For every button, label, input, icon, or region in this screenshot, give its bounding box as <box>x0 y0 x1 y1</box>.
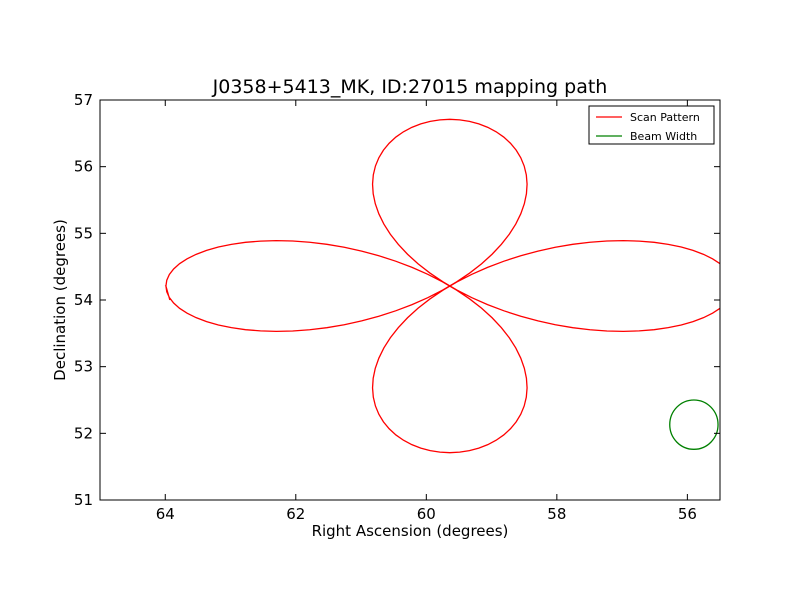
x-axis-label: Right Ascension (degrees) <box>312 522 509 540</box>
legend-label-beam-width: Beam Width <box>630 130 697 143</box>
x-tick-label: 56 <box>678 505 697 523</box>
x-tick-label: 58 <box>547 505 566 523</box>
y-tick-label: 57 <box>74 91 93 109</box>
chart-title: J0358+5413_MK, ID:27015 mapping path <box>212 76 608 98</box>
y-tick-label: 53 <box>74 358 93 376</box>
y-tick-label: 52 <box>74 424 93 442</box>
series-scan-pattern <box>164 118 720 454</box>
legend: Scan Pattern Beam Width <box>588 105 715 145</box>
plot-area <box>164 118 720 454</box>
x-tick-label: 64 <box>156 505 175 523</box>
legend-label-scan-pattern: Scan Pattern <box>630 111 700 124</box>
y-tick-label: 56 <box>74 158 93 176</box>
y-axis-label: Declination (degrees) <box>51 219 69 381</box>
x-tick-label: 62 <box>286 505 305 523</box>
y-tick-label: 51 <box>74 491 93 509</box>
y-tick-label: 55 <box>74 224 93 242</box>
legend-box <box>588 105 715 145</box>
axis-ticks: 64 62 60 58 56 51 52 53 54 55 56 57 <box>74 91 720 523</box>
x-tick-label: 60 <box>417 505 436 523</box>
series-beam-width <box>669 399 719 450</box>
y-tick-label: 54 <box>74 291 93 309</box>
